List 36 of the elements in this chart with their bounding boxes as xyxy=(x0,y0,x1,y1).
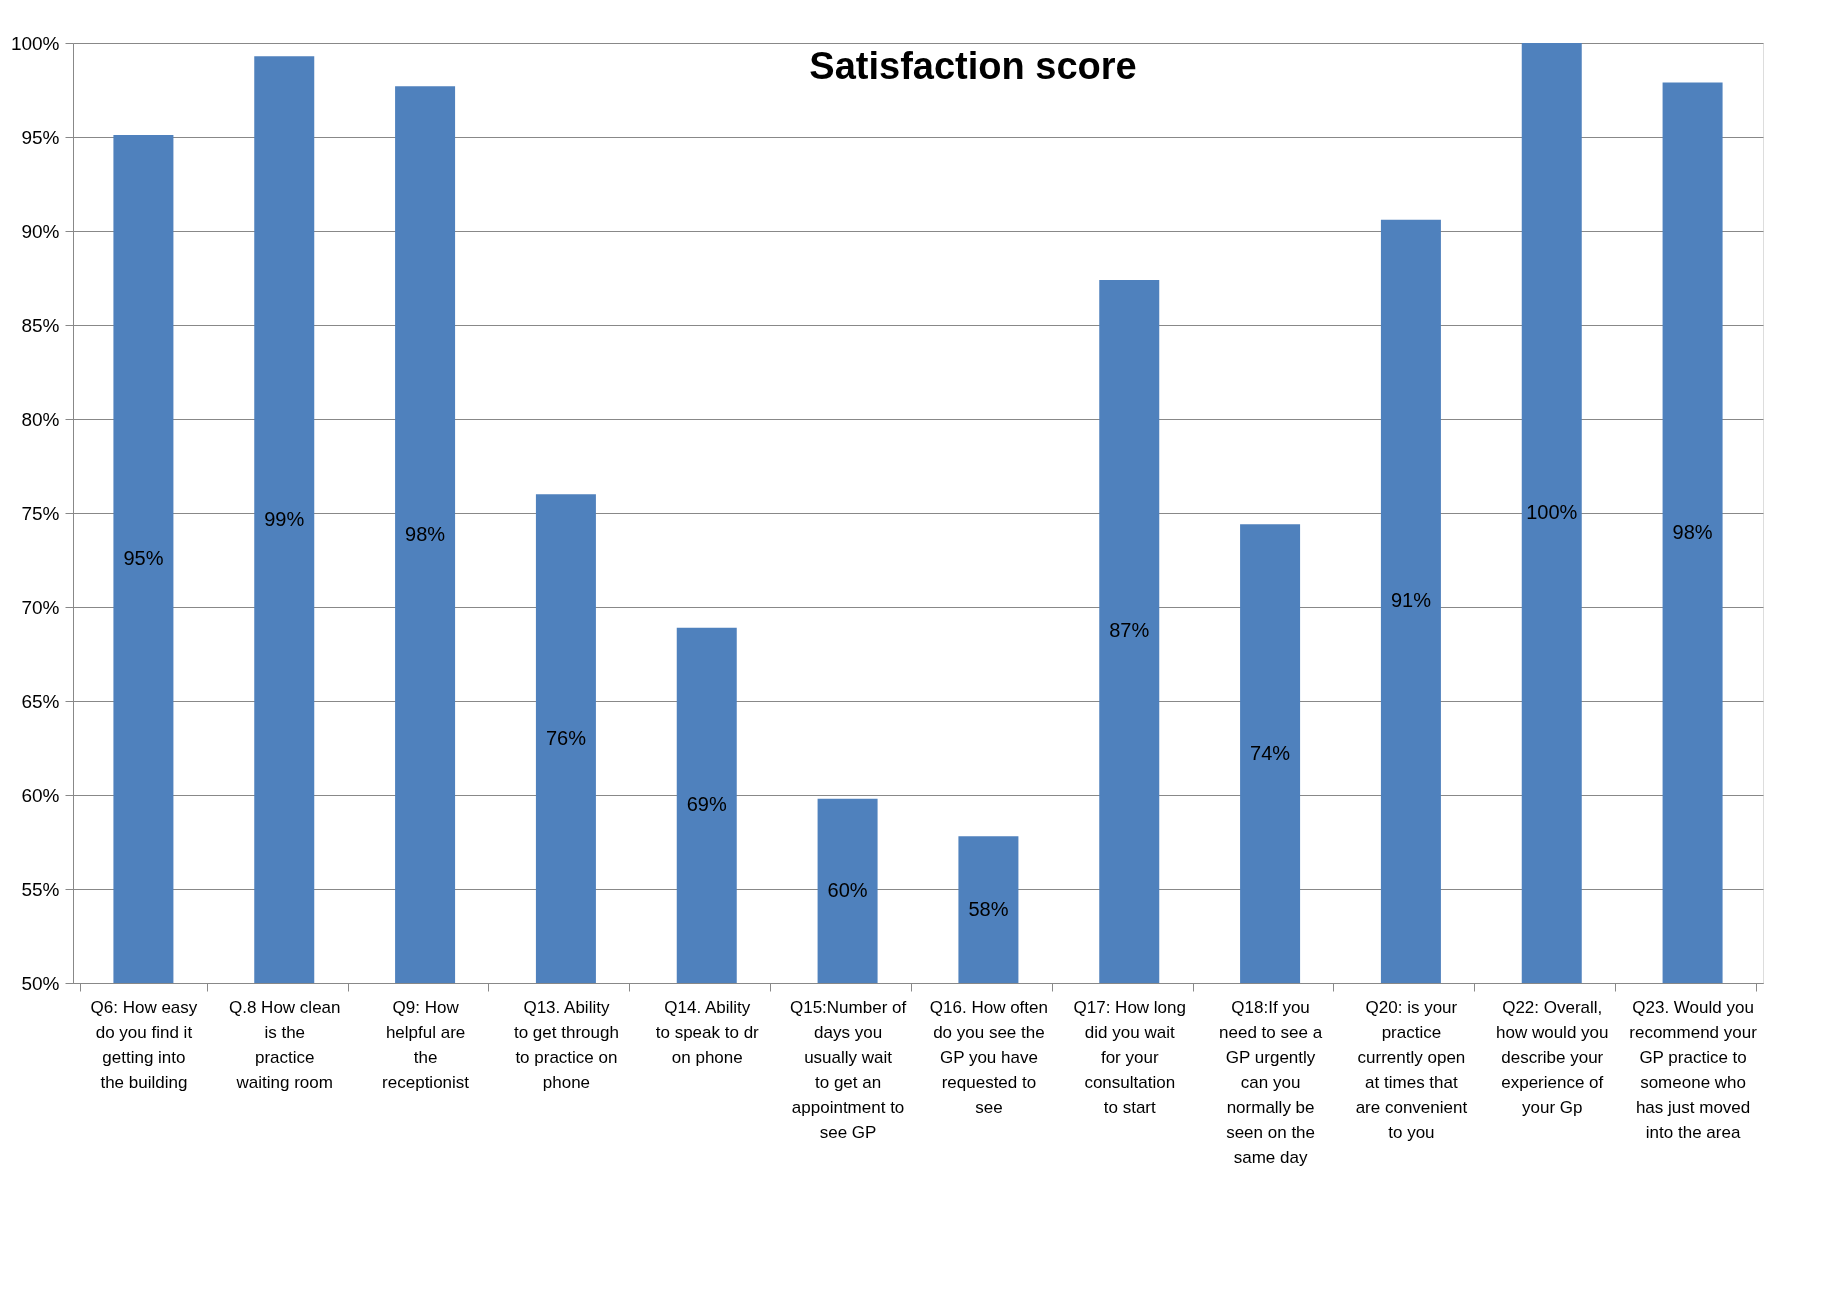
data-label: 69% xyxy=(686,793,727,816)
y-tick-label: 50% xyxy=(21,972,60,994)
y-tick-label: 70% xyxy=(21,596,60,618)
x-tick-label: Q17: How long did you wait for your consultation to start xyxy=(1073,997,1186,1117)
x-tick-label: Q6: How easy do you find it getting into the building xyxy=(90,997,198,1092)
y-tick-label: 55% xyxy=(21,878,60,900)
data-label: 95% xyxy=(123,547,164,570)
data-label: 100% xyxy=(1526,501,1578,523)
data-label: 99% xyxy=(264,507,305,530)
data-label: 98% xyxy=(405,522,446,545)
x-tick-label: Q20: is your practice currently open at times that are convenient to you xyxy=(1355,997,1468,1142)
chart-title: Satisfaction score xyxy=(809,45,1137,87)
data-label: 98% xyxy=(1672,520,1713,543)
data-label: 91% xyxy=(1390,589,1432,612)
x-tick-label: Q22: Overall, how would you describe your experience of your Gp xyxy=(1496,997,1609,1117)
data-label: 76% xyxy=(545,726,587,749)
data-label: 58% xyxy=(968,897,1009,920)
data-label: 60% xyxy=(827,878,868,901)
y-tick-label: 65% xyxy=(21,690,60,712)
x-tick-label: Q9: How helpful are the receptionist xyxy=(382,997,470,1092)
x-tick-label: Q23. Would you recommend your GP practice to someone who has just moved into the area xyxy=(1629,997,1758,1142)
x-tick-label: Q15:Number of days you usually wait to get an appointment to see GP xyxy=(789,997,907,1142)
y-tick-label: 80% xyxy=(21,408,60,430)
x-tick-label: Q.8 How clean is the practice waiting room xyxy=(229,997,341,1092)
x-tick-label: Q13. Ability to get through to practice on phone xyxy=(513,997,619,1092)
y-tick-label: 85% xyxy=(21,314,60,336)
y-tick-label: 90% xyxy=(21,220,60,242)
x-tick-label: Q18:If you need to see a GP urgently can you normally be seen on the same day xyxy=(1219,997,1323,1167)
y-tick-label: 100% xyxy=(10,32,60,54)
data-label: 74% xyxy=(1250,741,1291,764)
data-label: 87% xyxy=(1109,619,1150,642)
x-tick-label: Q14. Ability to speak to dr on phone xyxy=(655,997,760,1067)
y-tick-label: 75% xyxy=(21,502,60,524)
y-tick-label: 95% xyxy=(21,126,60,148)
y-tick-label: 60% xyxy=(21,784,60,806)
x-tick-label: Q16. How often do you see the GP you have requested to see xyxy=(929,997,1048,1117)
